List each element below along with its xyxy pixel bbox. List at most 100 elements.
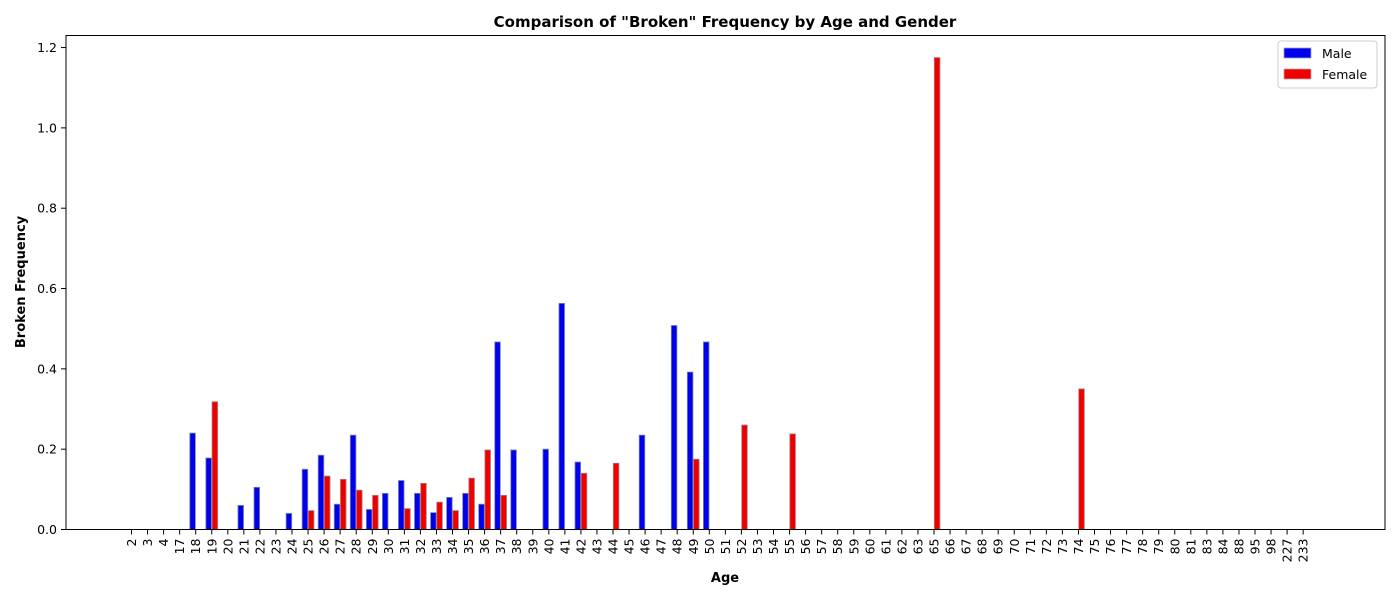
bar-male-age-30	[381, 492, 389, 530]
x-tick-label: 51	[718, 539, 733, 555]
x-tick-label: 36	[477, 538, 492, 554]
x-tick-label: 55	[782, 539, 797, 555]
x-tick-label: 31	[397, 539, 412, 555]
x-tick-label: 39	[525, 538, 540, 554]
legend: Male Female	[1277, 40, 1378, 89]
bar-female-age-42	[580, 472, 588, 530]
x-tick-label: 57	[814, 539, 829, 555]
x-tick-label: 38	[509, 538, 524, 554]
bar-female-age-25	[307, 510, 315, 530]
bar-male-age-27	[333, 503, 341, 530]
x-tick-label: 47	[654, 539, 669, 555]
y-tick-label: 0.6	[37, 281, 57, 296]
bar-male-age-18	[189, 432, 196, 530]
y-axis: 0.0 0.2 0.4 0.6 0.8 1.0 1.2	[37, 40, 66, 537]
x-tick-label: 54	[766, 538, 781, 554]
x-tick-label: 83	[1199, 539, 1214, 555]
x-tick-label: 30	[381, 538, 396, 554]
x-tick-label: 80	[1167, 538, 1182, 554]
bar-female-age-34	[452, 510, 459, 530]
bar-female-age-35	[468, 477, 475, 530]
bar-male-age-22	[253, 486, 260, 530]
x-tick-label: 20	[220, 538, 235, 554]
bar-female-age-49	[693, 458, 700, 530]
x-tick-label: 3	[140, 539, 155, 547]
x-tick-label: 58	[830, 538, 845, 554]
x-tick-label: 233	[1296, 539, 1311, 563]
bar-male-age-50	[703, 341, 710, 530]
bar-female-age-32	[420, 482, 427, 530]
x-tick-label: 67	[959, 539, 974, 555]
x-tick-label: 84	[1215, 538, 1230, 554]
x-tick-label: 44	[606, 538, 621, 554]
bar-female-age-33	[436, 501, 443, 530]
x-tick-label: 59	[846, 538, 861, 554]
x-tick-label: 21	[236, 539, 251, 555]
bar-female-age-36	[484, 449, 491, 530]
legend-swatch-female	[1283, 68, 1312, 80]
x-tick-label: 26	[317, 538, 332, 554]
x-tick-label: 4	[156, 538, 171, 546]
x-tick-label: 18	[188, 538, 203, 554]
x-tick-label: 49	[686, 538, 701, 554]
bar-male-age-33	[430, 512, 437, 530]
bar-female-age-74	[1078, 388, 1085, 530]
x-tick-label: 81	[1183, 539, 1198, 555]
series-female	[211, 57, 1085, 530]
x-tick-label: 65	[927, 539, 942, 555]
bar-female-age-37	[500, 494, 507, 530]
bar-female-age-27	[340, 478, 347, 530]
x-tick-label: 46	[638, 538, 653, 554]
x-tick-label: 40	[541, 538, 556, 554]
bar-male-age-19	[205, 457, 212, 530]
bar-male-age-40	[542, 448, 549, 530]
y-tick-label: 0.2	[37, 442, 57, 457]
bar-male-age-34	[446, 496, 453, 530]
x-tick-label: 42	[573, 539, 588, 555]
x-tick-label: 32	[413, 539, 428, 555]
x-tick-label: 27	[333, 539, 348, 555]
bar-female-age-29	[372, 494, 379, 530]
x-axis-label: Age	[711, 571, 739, 586]
y-tick-label: 0.0	[37, 522, 57, 537]
legend-swatch-male	[1283, 47, 1312, 59]
bar-male-age-36	[478, 503, 485, 530]
y-tick-label: 0.8	[37, 201, 57, 216]
x-tick-label: 73	[1055, 539, 1070, 555]
x-tick-label: 43	[589, 539, 604, 555]
x-tick-label: 22	[252, 539, 267, 555]
x-tick-label: 77	[1119, 539, 1134, 555]
bar-female-age-28	[356, 489, 363, 530]
legend-label-female: Female	[1322, 67, 1368, 82]
x-tick-label: 69	[991, 538, 1006, 554]
x-tick-label: 75	[1087, 539, 1102, 555]
bar-female-age-55	[789, 433, 796, 530]
x-tick-label: 78	[1135, 538, 1150, 554]
x-tick-label: 74	[1071, 538, 1086, 554]
x-tick-label: 68	[975, 538, 990, 554]
x-tick-label: 24	[285, 538, 300, 554]
bar-male-age-26	[317, 454, 325, 530]
x-tick-label: 25	[301, 539, 316, 555]
x-tick-label: 41	[557, 539, 572, 555]
bar-female-age-31	[404, 508, 411, 530]
bar-male-age-42	[574, 461, 581, 530]
x-tick-label: 23	[268, 539, 283, 555]
x-tick-label: 28	[349, 538, 364, 554]
bar-male-age-37	[494, 341, 501, 530]
bar-female-age-26	[323, 475, 331, 530]
x-tick-label: 79	[1151, 538, 1166, 554]
legend-label-male: Male	[1322, 46, 1352, 61]
x-tick-label: 98	[1264, 538, 1279, 554]
bar-male-age-32	[414, 492, 421, 530]
x-tick-label: 33	[429, 539, 444, 555]
x-tick-label: 70	[1007, 538, 1022, 554]
y-tick-label: 1.2	[37, 40, 57, 55]
plot-frame	[65, 35, 1386, 530]
y-axis-label: Broken Frequency	[14, 215, 29, 348]
bar-male-age-21	[237, 504, 244, 530]
x-tick-label: 29	[365, 538, 380, 554]
bar-male-age-31	[398, 480, 405, 530]
bar-male-age-29	[365, 509, 373, 530]
x-tick-label: 95	[1248, 539, 1263, 555]
